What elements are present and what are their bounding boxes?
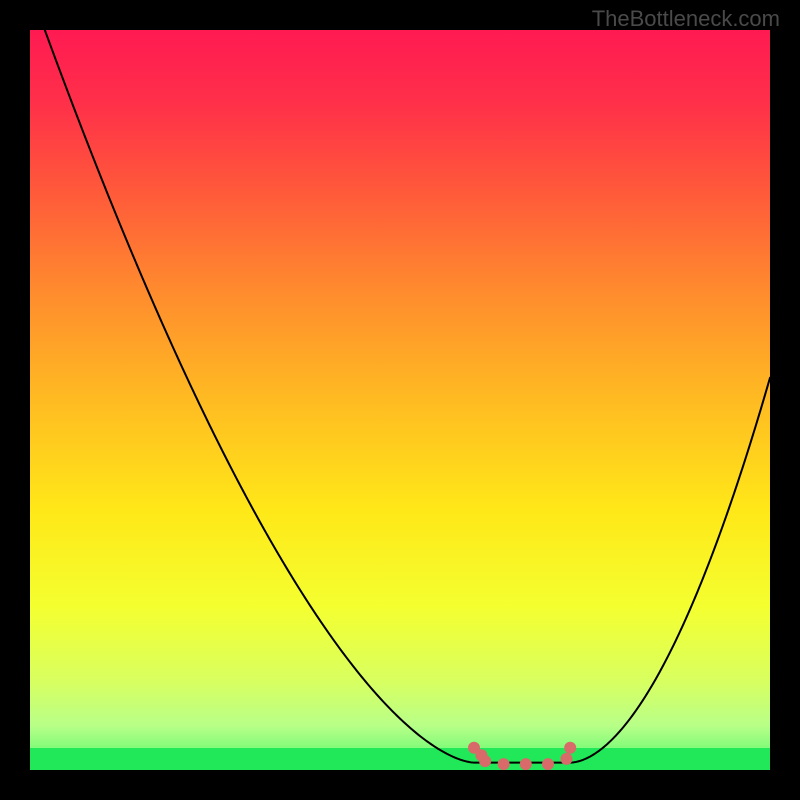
stage: TheBottleneck.com: [0, 0, 800, 800]
valley-marker: [479, 755, 491, 767]
bottleneck-curve: [45, 30, 770, 763]
valley-marker: [542, 758, 554, 770]
plot-area: [30, 30, 770, 770]
watermark-text: TheBottleneck.com: [592, 6, 780, 32]
curve-layer: [30, 30, 770, 770]
valley-marker: [561, 753, 573, 765]
valley-marker: [564, 742, 576, 754]
valley-marker: [498, 758, 510, 770]
valley-marker: [520, 758, 532, 770]
valley-markers: [468, 742, 576, 770]
